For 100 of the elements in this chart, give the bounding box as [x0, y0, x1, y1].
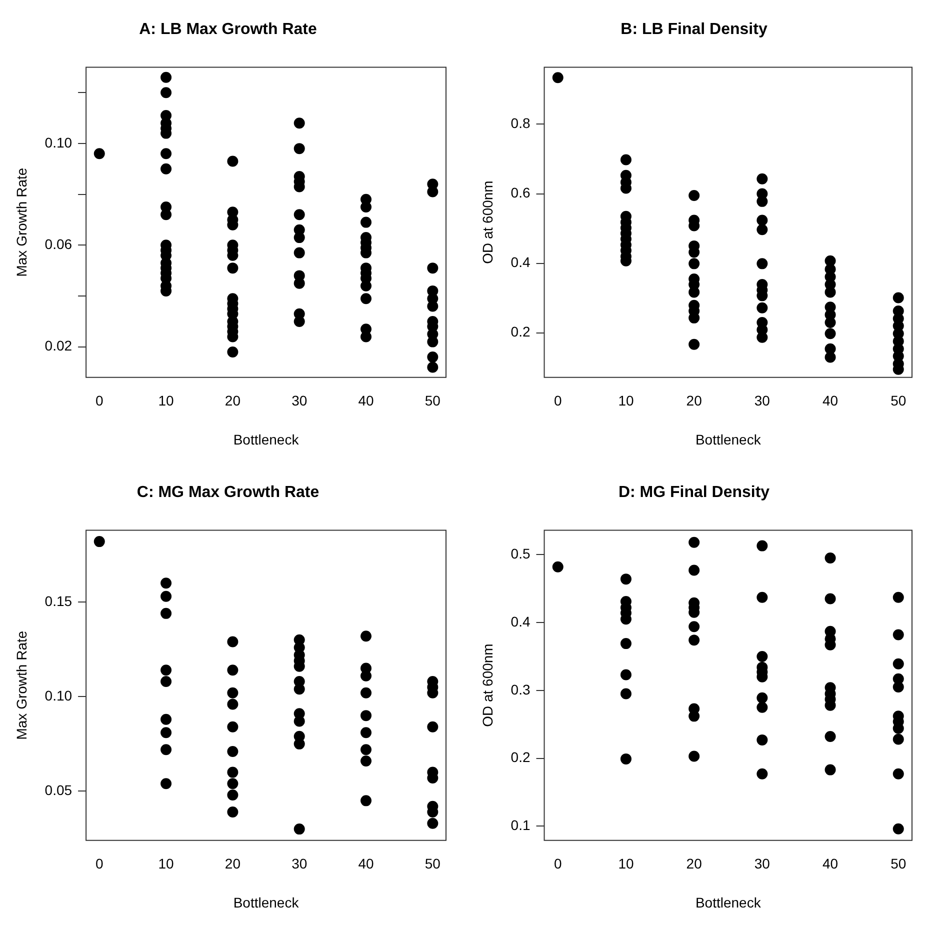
point — [688, 710, 700, 722]
point — [756, 702, 768, 713]
point — [160, 578, 172, 589]
chart-title: D: MG Final Density — [618, 484, 770, 502]
x-tick-label: 30 — [292, 856, 308, 872]
y-tick-label: 0.2 — [510, 749, 530, 766]
point — [160, 664, 172, 676]
y-tick-label: 0.4 — [510, 254, 530, 270]
point — [427, 818, 438, 829]
y-tick-label: 0.3 — [510, 681, 530, 698]
x-tick-label: 10 — [158, 392, 174, 409]
point — [620, 574, 632, 585]
y-axis-title: Max Growth Rate — [13, 630, 30, 740]
y-tick-label: 0.6 — [510, 184, 530, 201]
x-axis-title: Bottleneck — [695, 894, 762, 910]
point — [688, 621, 700, 632]
point — [94, 536, 105, 548]
y-tick-label: 0.4 — [510, 613, 530, 630]
y-tick-label: 0.05 — [44, 782, 72, 798]
y-tick-label: 0.06 — [44, 236, 72, 252]
point — [756, 734, 768, 746]
x-tick-label: 10 — [158, 856, 174, 872]
point — [227, 698, 238, 710]
point — [756, 768, 768, 780]
y-tick-label: 0.10 — [44, 134, 72, 150]
point — [756, 592, 768, 603]
point — [360, 744, 372, 756]
y-tick-label: 0.15 — [44, 592, 72, 609]
point — [160, 727, 172, 738]
point — [892, 823, 904, 834]
x-tick-label: 0 — [554, 856, 562, 872]
point — [360, 727, 372, 738]
point — [552, 561, 564, 572]
point — [688, 536, 700, 548]
point — [756, 692, 768, 704]
point — [360, 755, 372, 766]
x-tick-label: 40 — [822, 856, 838, 872]
point — [160, 714, 172, 725]
point — [824, 764, 836, 776]
point — [892, 734, 904, 745]
point — [620, 688, 632, 700]
point — [892, 629, 904, 640]
point — [160, 608, 172, 619]
x-tick-label: 30 — [754, 856, 770, 872]
point — [756, 650, 768, 662]
x-tick-label: 40 — [358, 392, 374, 409]
x-tick-label: 40 — [822, 392, 838, 409]
x-tick-label: 50 — [424, 856, 441, 872]
point — [824, 731, 836, 742]
point — [892, 681, 904, 692]
chart-title: B: LB Final Density — [620, 21, 768, 38]
y-tick-label: 0.5 — [510, 545, 530, 562]
x-tick-label: 50 — [424, 392, 441, 409]
point — [688, 564, 700, 576]
point — [360, 710, 372, 722]
point — [227, 766, 238, 778]
x-tick-label: 50 — [890, 392, 906, 409]
y-tick-label: 0.02 — [44, 338, 72, 354]
point — [227, 806, 238, 818]
point — [160, 778, 172, 790]
chart-title: C: MG Max Growth Rate — [136, 484, 320, 502]
x-tick-label: 0 — [95, 392, 104, 409]
point — [688, 634, 700, 646]
y-tick-label: 0.1 — [510, 817, 530, 834]
x-tick-label: 30 — [292, 392, 308, 409]
point — [892, 658, 904, 670]
point — [294, 716, 305, 727]
point — [360, 687, 372, 698]
x-tick-label: 0 — [554, 392, 562, 409]
y-tick-label: 0.2 — [510, 324, 530, 340]
x-tick-label: 20 — [686, 856, 702, 872]
y-tick-label: 0.8 — [510, 115, 530, 132]
point — [160, 676, 172, 688]
point — [227, 636, 238, 648]
point — [892, 592, 904, 603]
point — [756, 540, 768, 552]
point — [620, 753, 632, 764]
x-tick-label: 40 — [358, 856, 374, 872]
chart-title: A: LB Max Growth Rate — [139, 21, 317, 38]
y-tick-label: 0.10 — [44, 688, 72, 704]
point — [294, 824, 305, 835]
x-axis-title: Bottleneck — [233, 431, 300, 448]
y-axis-title: Max Growth Rate — [13, 168, 30, 277]
y-axis-title: OD at 600nm — [479, 180, 496, 264]
point — [360, 630, 372, 642]
point — [824, 593, 836, 604]
x-axis-title: Bottleneck — [233, 894, 300, 910]
point — [160, 590, 172, 602]
point — [360, 795, 372, 806]
x-tick-label: 50 — [890, 856, 906, 872]
point — [427, 721, 438, 732]
point — [620, 669, 632, 680]
point — [227, 746, 238, 757]
x-tick-label: 10 — [618, 392, 634, 409]
point — [160, 744, 172, 756]
y-axis-title: OD at 600nm — [479, 644, 496, 727]
x-tick-label: 10 — [618, 856, 634, 872]
x-tick-label: 20 — [224, 856, 241, 872]
x-tick-label: 20 — [686, 392, 702, 409]
x-tick-label: 0 — [95, 856, 104, 872]
